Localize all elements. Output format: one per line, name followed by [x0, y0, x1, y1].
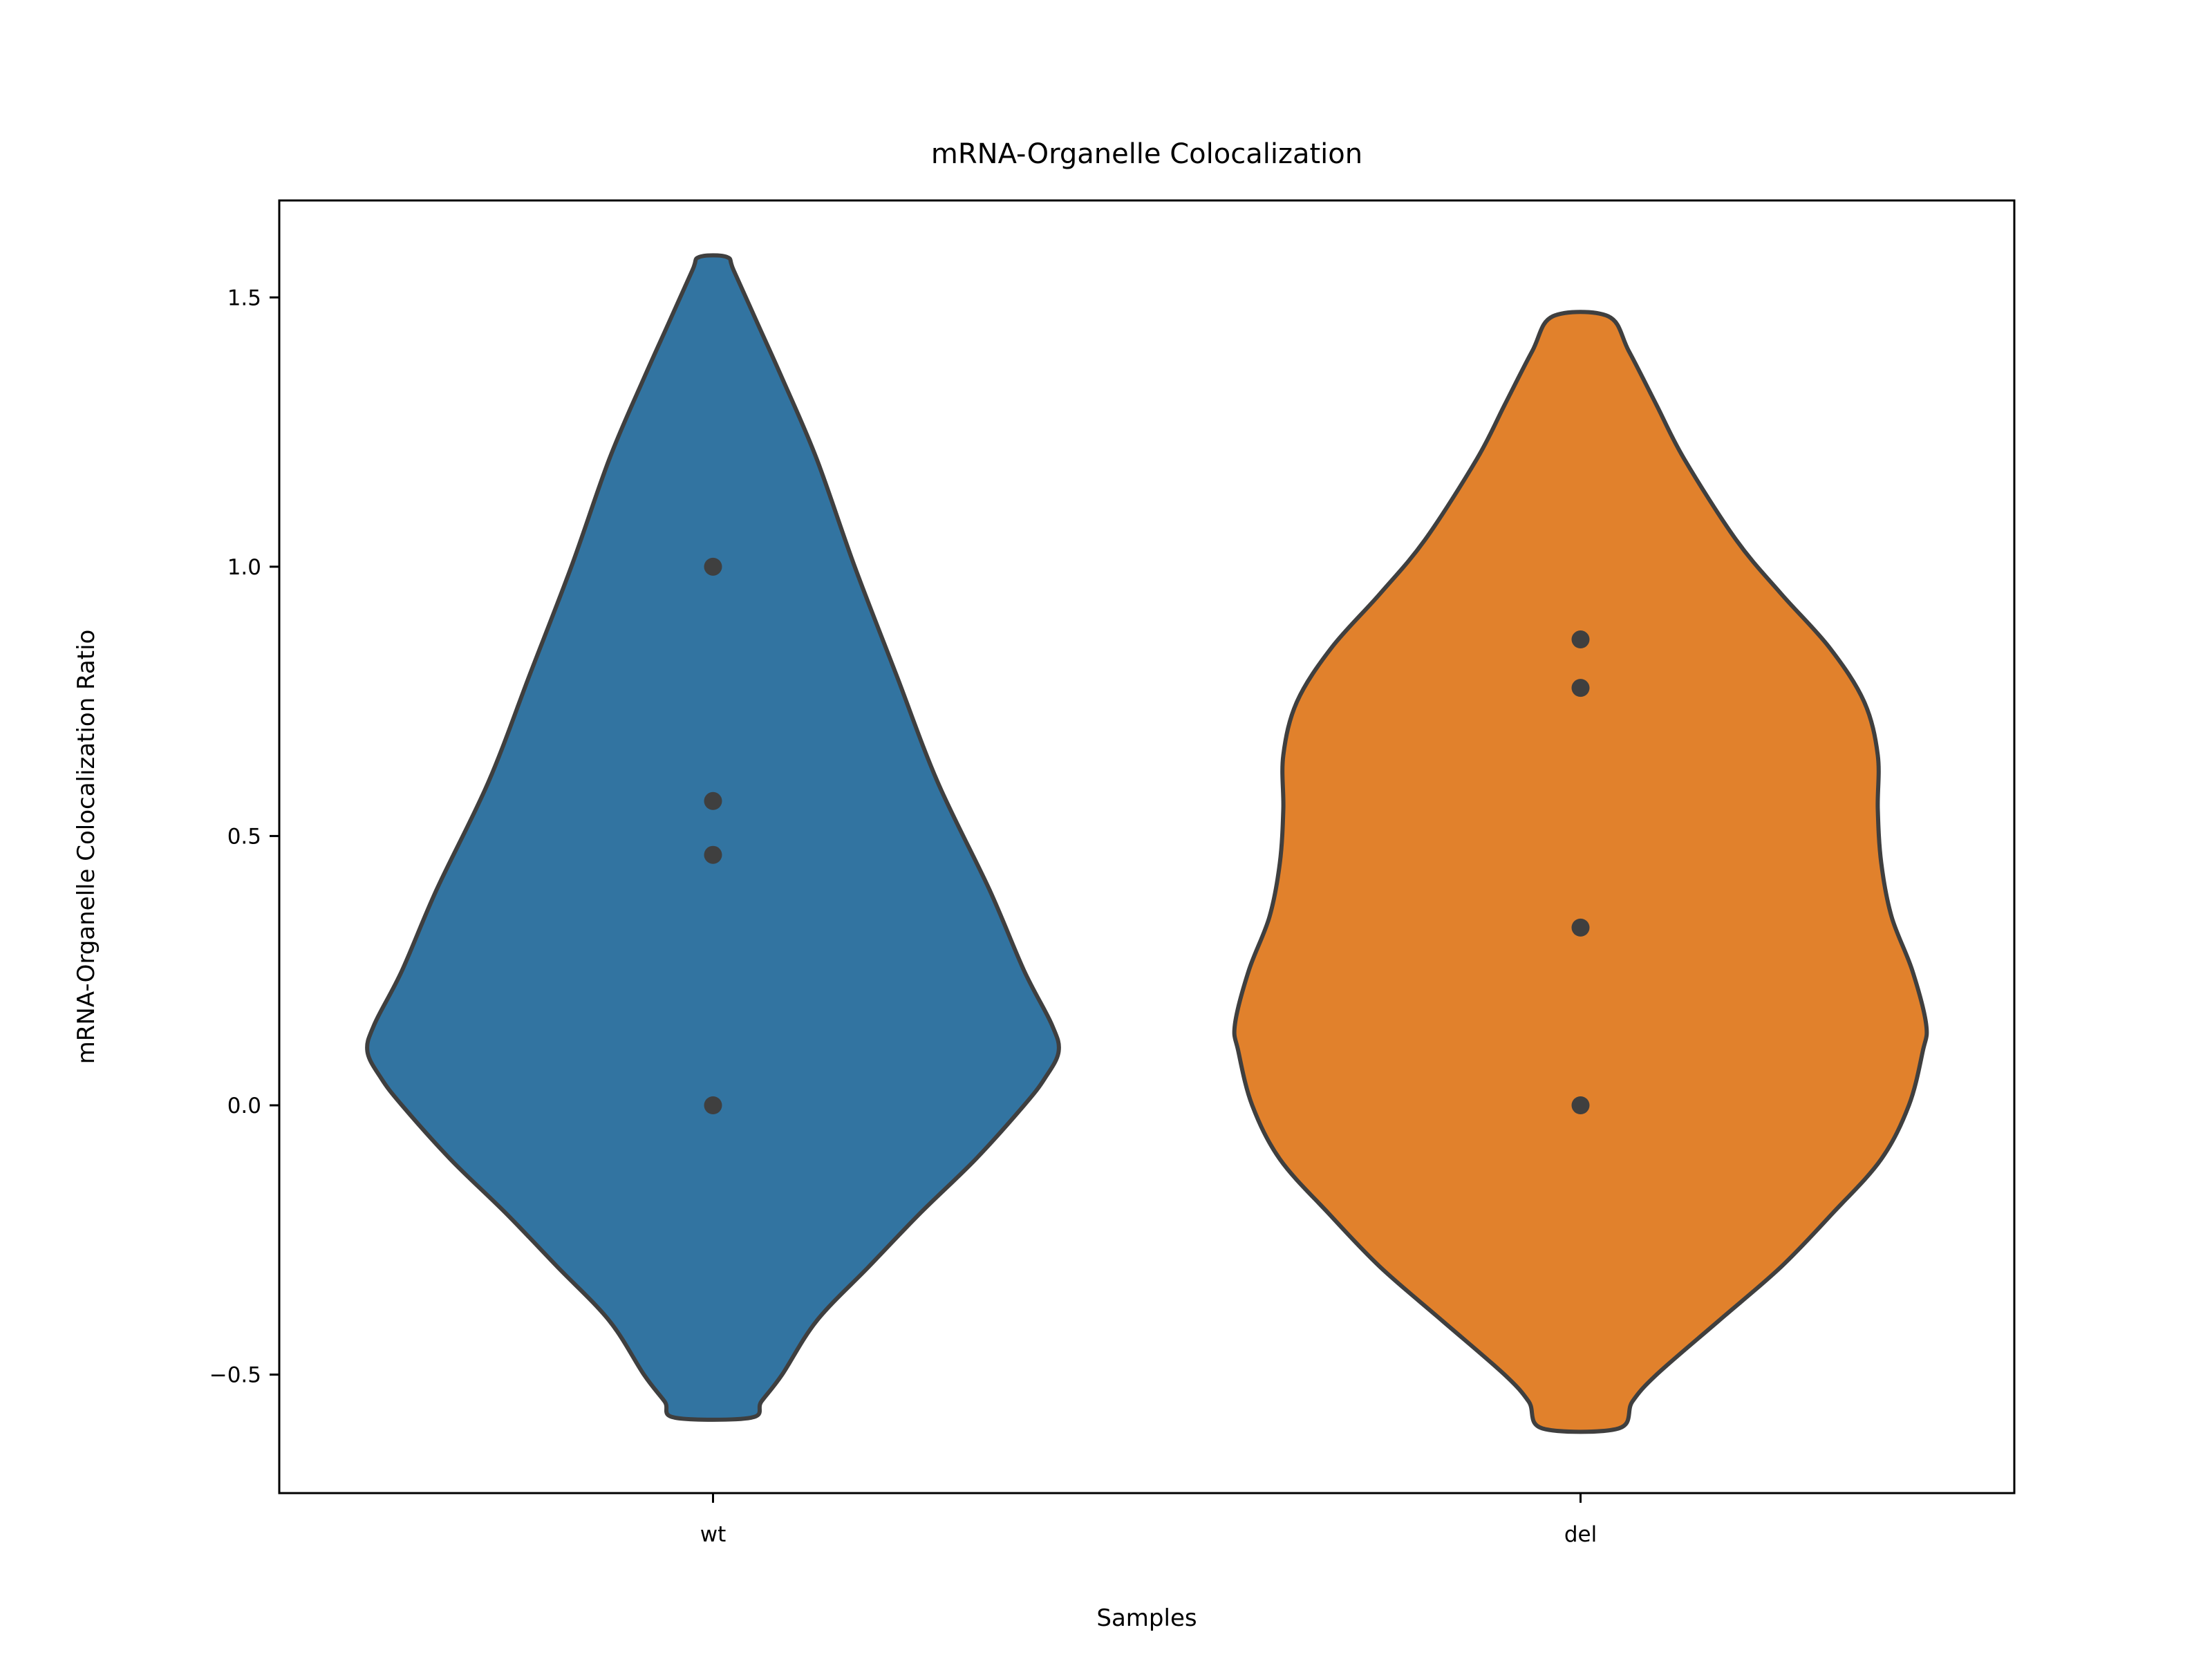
data-point-wt: [704, 557, 722, 576]
y-tick-label: 1.5: [227, 285, 261, 310]
y-axis-ticks: −0.5 0.0 0.5 1.0 1.5: [209, 285, 279, 1388]
data-point-del: [1571, 918, 1590, 937]
x-axis-ticks: wt del: [700, 1493, 1597, 1547]
y-tick-label: 0.5: [227, 824, 261, 849]
data-point-wt: [704, 791, 722, 810]
data-point-wt: [704, 845, 722, 864]
x-tick-label: del: [1564, 1522, 1597, 1547]
data-point-del: [1571, 630, 1590, 649]
data-point-del: [1571, 679, 1590, 697]
violin-del: [1232, 310, 1929, 1434]
y-axis-label: mRNA-Organelle Colocalization Ratio: [73, 630, 100, 1065]
chart-title: mRNA-Organelle Colocalization: [931, 138, 1362, 170]
axes-frame: [278, 199, 2016, 1494]
y-tick-label: −0.5: [209, 1363, 261, 1388]
x-axis-label: Samples: [1096, 1604, 1197, 1632]
violin-layer: [365, 253, 1929, 1434]
y-tick-label: 0.0: [227, 1094, 261, 1118]
x-tick-label: wt: [700, 1522, 727, 1547]
data-point-wt: [704, 1096, 722, 1114]
y-tick-label: 1.0: [227, 555, 261, 580]
data-point-del: [1571, 1096, 1590, 1114]
points-layer: [704, 557, 1590, 1114]
violin-wt: [365, 253, 1061, 1422]
